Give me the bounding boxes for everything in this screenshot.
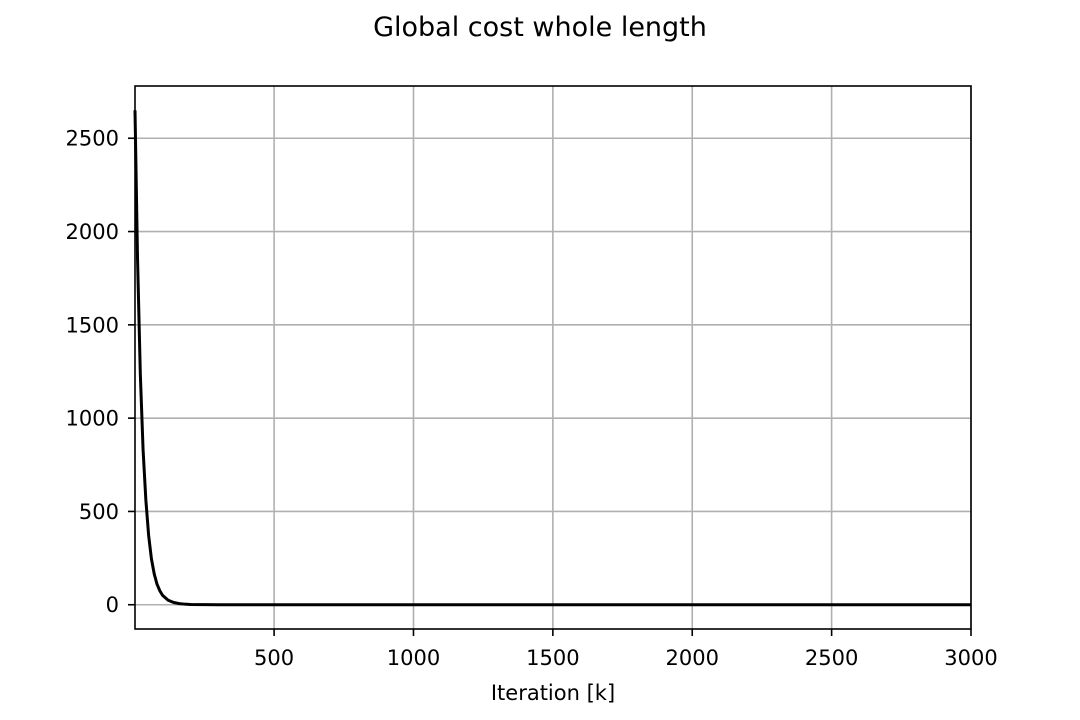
grid-layer [135,86,972,629]
x-tick-label: 1000 [387,646,440,670]
x-tick-label: 2000 [666,646,719,670]
chart-title: Global cost whole length [373,12,707,43]
tick-layer: 500 1000 1500 2000 2500 3000 0 500 1000 1500 2000 2… [66,127,998,670]
series-line [133,110,971,607]
y-tick-label: 2000 [66,220,119,244]
y-tick-label: 1500 [66,313,119,337]
x-axis-label: Iteration [k] [491,681,615,705]
y-tick-label: 1000 [66,407,119,431]
series-layer [133,110,971,607]
x-tick-label: 1500 [526,646,579,670]
x-tick-label: 2500 [805,646,858,670]
x-tick-label: 3000 [944,646,997,670]
y-tick-label: 0 [106,593,119,617]
y-tick-label: 2500 [66,127,119,151]
y-tick-label: 500 [79,500,119,524]
x-tick-label: 500 [254,646,294,670]
